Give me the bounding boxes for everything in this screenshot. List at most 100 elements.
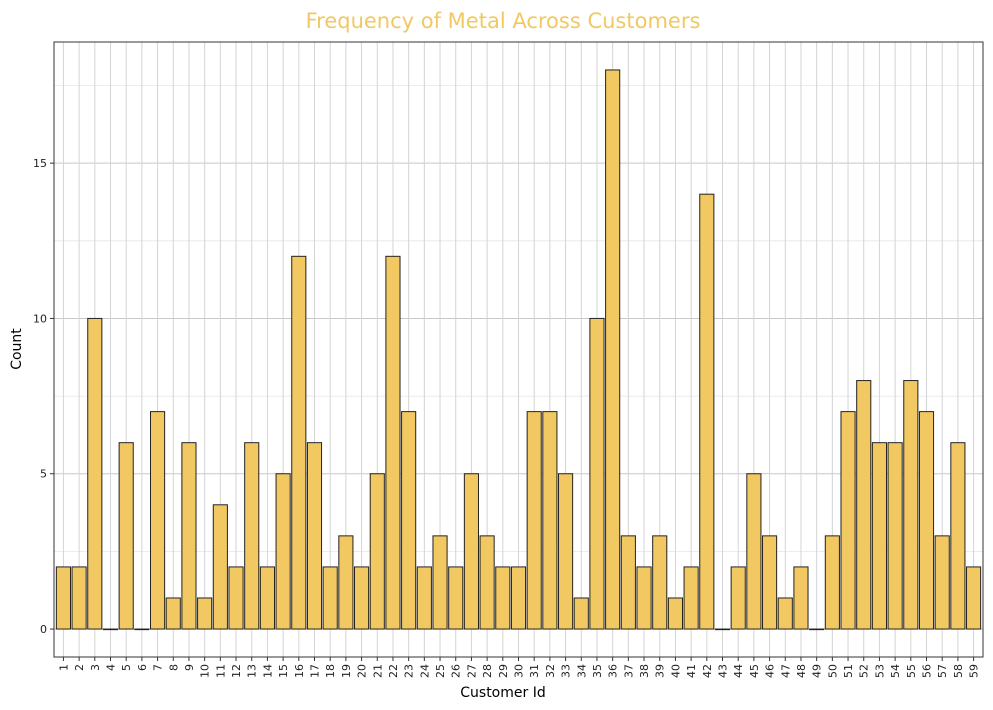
x-tick-label: 5	[120, 664, 133, 671]
y-ticks: 0 5 10 15	[33, 157, 54, 636]
bar-customer-54	[887, 442, 903, 630]
x-tick-label: 43	[717, 664, 730, 678]
bar-customer-2	[71, 566, 87, 630]
x-tick-label: 51	[842, 664, 855, 678]
bar-customer-42	[699, 193, 715, 630]
bar-customer-58	[950, 442, 966, 630]
x-tick-label: 35	[591, 664, 604, 678]
bar-customer-19	[338, 535, 354, 630]
bar-customer-26	[448, 566, 464, 630]
bar-customer-22	[385, 255, 401, 630]
bar-customer-25	[432, 535, 448, 630]
x-tick-label: 42	[701, 664, 714, 678]
x-tick-label: 26	[450, 664, 463, 678]
x-tick-label: 10	[199, 664, 212, 678]
bar-customer-37	[620, 535, 636, 630]
x-tick-label: 13	[246, 664, 259, 678]
x-tick-label: 56	[921, 664, 934, 678]
x-tick-label: 24	[418, 664, 431, 678]
x-tick-label: 29	[497, 664, 510, 678]
x-tick-label: 25	[434, 664, 447, 678]
bar-customer-39	[652, 535, 668, 630]
bar-customer-14	[259, 566, 275, 630]
bar-customer-1	[55, 566, 71, 630]
x-tick-label: 14	[261, 664, 274, 678]
x-ticks: 1 2 3 4 5 6 7 8 9 10 11 12 13 14 15 16 17 18 19 20 21 22 23 24 2…	[57, 657, 981, 678]
bar-customer-6	[134, 628, 150, 631]
x-tick-label: 36	[607, 664, 620, 678]
x-tick-label: 31	[528, 664, 541, 678]
x-tick-label: 28	[481, 664, 494, 678]
y-tick-label: 0	[40, 623, 47, 636]
bars	[55, 69, 982, 631]
x-tick-label: 33	[560, 664, 573, 678]
x-tick-label: 12	[230, 664, 243, 678]
x-tick-label: 21	[371, 664, 384, 678]
x-tick-label: 38	[638, 664, 651, 678]
chart-title: Frequency of Metal Across Customers	[306, 9, 701, 33]
bar-customer-33	[558, 473, 574, 630]
bar-customer-4	[102, 628, 119, 631]
x-tick-label: 18	[324, 664, 337, 678]
x-tick-label: 15	[277, 664, 290, 678]
bar-customer-52	[856, 380, 872, 630]
y-tick-label: 15	[33, 157, 47, 170]
bar-customer-32	[542, 411, 558, 630]
bar-customer-30	[510, 566, 527, 630]
bar-customer-24	[416, 566, 432, 630]
x-tick-label: 22	[387, 664, 400, 678]
bar-customer-40	[667, 597, 683, 630]
bar-customer-11	[212, 504, 228, 630]
bar-customer-44	[730, 566, 746, 630]
bar-customer-34	[573, 597, 589, 630]
x-tick-label: 39	[654, 664, 667, 678]
bar-customer-29	[495, 566, 511, 630]
bar-customer-18	[322, 566, 338, 630]
bar-customer-8	[165, 597, 181, 630]
bar-customer-48	[793, 566, 809, 630]
y-axis-label: Count	[9, 328, 25, 370]
bar-customer-57	[934, 535, 950, 630]
x-tick-label: 32	[544, 664, 557, 678]
bar-customer-43	[714, 628, 731, 631]
x-tick-label: 55	[905, 664, 918, 678]
x-tick-label: 19	[340, 664, 353, 678]
x-tick-label: 27	[465, 664, 478, 678]
bar-customer-23	[401, 411, 417, 630]
x-tick-label: 59	[968, 664, 981, 678]
x-tick-label: 45	[748, 664, 761, 678]
bar-customer-10	[197, 597, 213, 630]
bar-customer-15	[275, 473, 291, 630]
x-tick-label: 52	[858, 664, 871, 678]
bar-customer-55	[903, 380, 919, 630]
x-tick-label: 30	[513, 664, 526, 678]
x-tick-label: 49	[811, 664, 824, 678]
x-tick-label: 54	[889, 664, 902, 678]
bar-customer-36	[605, 69, 621, 630]
bar-customer-7	[150, 411, 166, 630]
bar-customer-17	[306, 442, 323, 630]
x-tick-label: 1	[57, 664, 70, 671]
bar-customer-49	[809, 628, 825, 631]
bar-customer-41	[683, 566, 699, 630]
x-axis-label: Customer Id	[460, 685, 545, 701]
y-tick-label: 10	[33, 312, 47, 325]
bar-customer-51	[840, 411, 856, 630]
bar-customer-46	[762, 535, 778, 630]
x-tick-label: 46	[764, 664, 777, 678]
bar-customer-38	[636, 566, 652, 630]
x-tick-label: 17	[308, 664, 321, 678]
x-tick-label: 34	[575, 664, 588, 678]
x-tick-label: 50	[826, 664, 839, 678]
x-tick-label: 53	[873, 664, 886, 678]
bar-customer-59	[966, 566, 982, 630]
x-tick-label: 6	[136, 664, 149, 671]
bar-customer-21	[369, 473, 385, 630]
x-tick-label: 7	[152, 664, 165, 671]
x-tick-label: 20	[356, 664, 369, 678]
x-tick-label: 47	[779, 664, 792, 678]
bar-customer-53	[871, 442, 887, 630]
bar-customer-27	[463, 473, 479, 630]
x-tick-label: 40	[669, 664, 682, 678]
x-tick-label: 44	[732, 664, 745, 678]
